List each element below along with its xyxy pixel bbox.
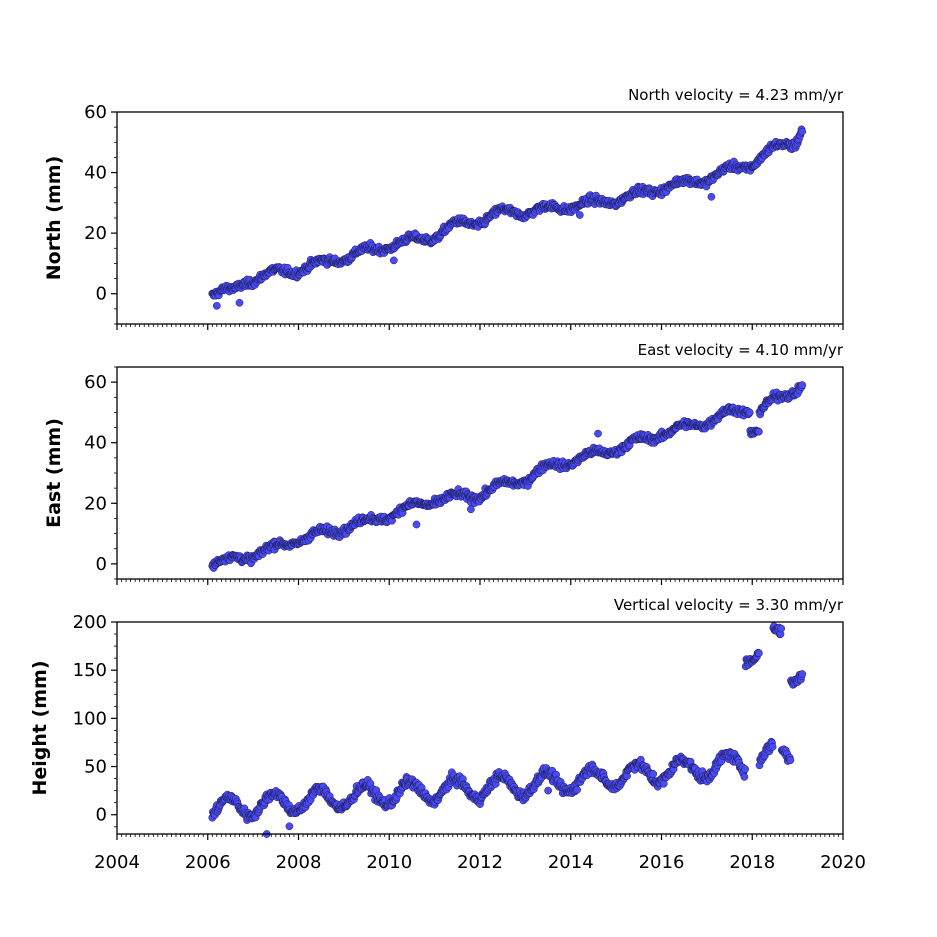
east-data-point — [755, 427, 763, 436]
x-tick-label: 2008 — [276, 852, 322, 873]
height-y-tick-label: 50 — [84, 757, 107, 778]
height-panel: Vertical velocity = 3.30 mm/yr Height (m… — [29, 596, 866, 873]
north-outlier-point — [389, 256, 398, 265]
north-y-tick-label: 60 — [84, 102, 107, 123]
east-outlier-point — [412, 520, 421, 529]
north-points — [208, 125, 807, 310]
east-panel: East velocity = 4.10 mm/yr East (mm) 0 20… — [43, 341, 844, 585]
height-data-point — [798, 670, 807, 678]
x-tick-label: 2006 — [185, 852, 231, 873]
north-outlier-point — [235, 298, 244, 307]
east-y-tick-label: 40 — [84, 433, 107, 454]
east-data-point — [745, 408, 754, 417]
north-axis-label: North (mm) — [43, 156, 65, 281]
x-tick-label: 2004 — [94, 852, 140, 873]
north-plot-frame — [116, 111, 844, 325]
x-tick-label: 2010 — [366, 852, 412, 873]
east-velocity-label: East velocity = 4.10 mm/yr — [638, 341, 844, 359]
height-data-point — [741, 765, 749, 773]
east-outlier-point — [594, 429, 602, 438]
north-ticks: 0 20 40 60 — [84, 102, 844, 330]
height-axis-label: Height (mm) — [29, 660, 51, 795]
north-panel: North velocity = 4.23 mm/yr North (mm) 0… — [43, 86, 844, 330]
height-y-tick-label: 200 — [73, 612, 107, 633]
north-outlier-point — [707, 192, 716, 201]
height-plot-frame — [116, 621, 844, 835]
height-data-point — [786, 756, 795, 765]
height-data-point — [777, 624, 786, 633]
x-tick-label: 2018 — [729, 852, 775, 873]
height-data-point — [649, 770, 658, 778]
east-y-tick-label: 0 — [96, 554, 107, 575]
height-y-tick-label: 0 — [96, 805, 107, 826]
north-velocity-label: North velocity = 4.23 mm/yr — [628, 86, 844, 104]
height-data-point — [573, 785, 581, 794]
north-data-point — [798, 127, 807, 136]
height-outlier-point — [285, 822, 294, 831]
x-tick-label: 2012 — [457, 852, 503, 873]
north-y-tick-label: 0 — [96, 284, 107, 305]
height-outlier-point — [544, 786, 552, 795]
height-data-point — [740, 773, 749, 781]
east-y-tick-label: 20 — [84, 493, 107, 514]
north-outlier-point — [212, 301, 221, 310]
x-tick-label: 2020 — [820, 852, 866, 873]
height-data-point — [768, 742, 777, 751]
east-ticks: 0 20 40 60 — [84, 366, 844, 585]
north-y-tick-label: 40 — [84, 163, 107, 184]
east-axis-label: East (mm) — [43, 418, 65, 528]
x-tick-label: 2014 — [548, 852, 594, 873]
height-y-tick-label: 150 — [73, 660, 107, 681]
x-tick-label: 2016 — [639, 852, 685, 873]
east-points — [208, 381, 807, 572]
height-data-point — [755, 649, 763, 657]
north-outlier-point — [575, 211, 584, 219]
height-y-tick-label: 100 — [73, 708, 107, 729]
height-ticks: 2004 2006 2008 2010 2012 2014 2016 2018 2020 0 50 1… — [73, 612, 866, 873]
north-y-tick-label: 20 — [84, 223, 107, 244]
east-data-point — [798, 381, 807, 389]
height-points — [208, 622, 807, 838]
east-outlier-point — [467, 505, 475, 514]
east-plot-frame — [116, 366, 844, 580]
east-y-tick-label: 60 — [84, 372, 107, 393]
vertical-velocity-label: Vertical velocity = 3.30 mm/yr — [614, 596, 844, 614]
